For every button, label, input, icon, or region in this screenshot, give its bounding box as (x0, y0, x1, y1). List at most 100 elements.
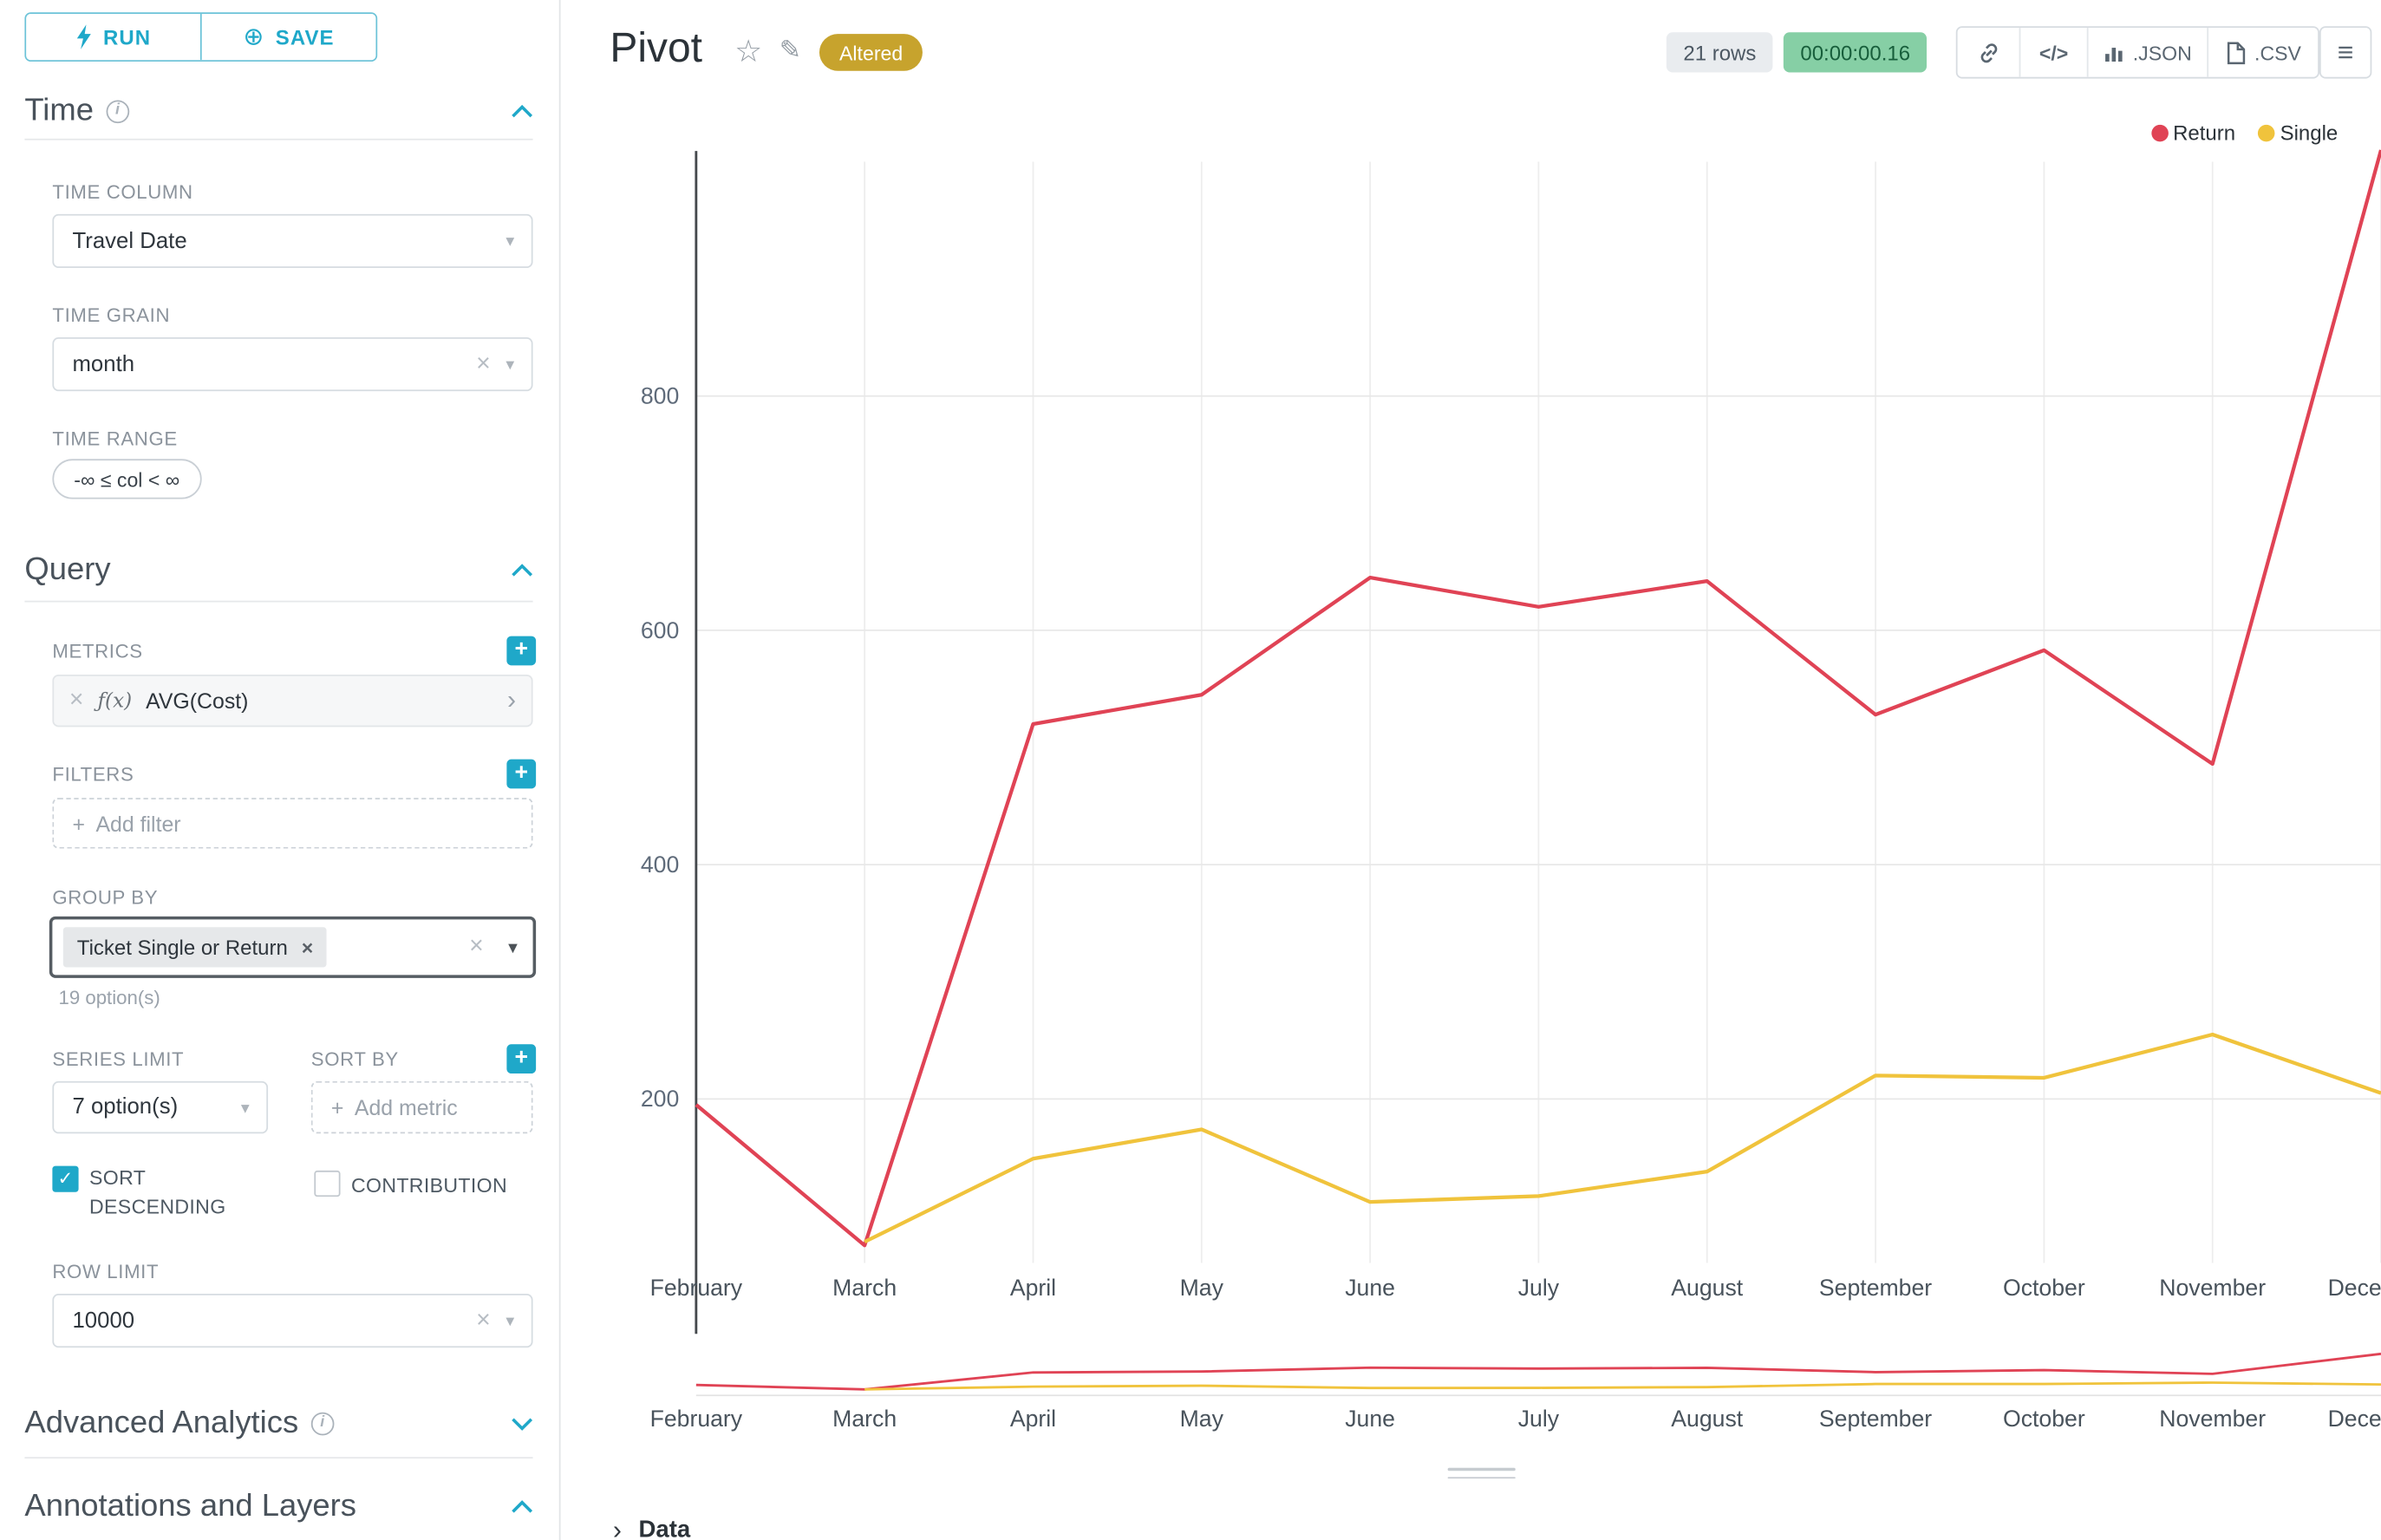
series-limit-value: 7 option(s) (72, 1094, 179, 1120)
chart-title: Pivot (610, 24, 703, 71)
svg-text:December: December (2328, 1275, 2381, 1301)
time-range-label: TIME RANGE (52, 427, 178, 450)
menu-button[interactable]: ≡ (2319, 26, 2372, 79)
link-icon (1980, 42, 1997, 62)
add-metric-plus-button[interactable]: + (506, 636, 537, 666)
run-save-button-group: RUN ⊕ SAVE (24, 12, 378, 62)
svg-text:February: February (650, 1275, 743, 1301)
annotations-section-header[interactable]: Annotations and Layers (24, 1485, 533, 1528)
edit-pencil-icon[interactable]: ✎ (779, 35, 802, 65)
chevron-right-icon: › (612, 1515, 623, 1540)
line-chart-canvas[interactable]: 200 400 600 800 February March April May June Jul… (561, 93, 2381, 1502)
advanced-analytics-section-header[interactable]: Advanced Analytics i (24, 1401, 533, 1445)
add-filter-plus-button[interactable]: + (506, 759, 537, 789)
time-column-select[interactable]: Travel Date ▾ (52, 213, 533, 269)
legend-dot-return (2151, 124, 2169, 142)
group-by-label: GROUP BY (52, 887, 159, 909)
chevron-down-icon: ▾ (240, 1099, 250, 1118)
time-section-header[interactable]: Time i (24, 89, 533, 133)
remove-tag-icon[interactable]: × (301, 936, 314, 959)
series-limit-select[interactable]: 7 option(s) ▾ (52, 1080, 269, 1134)
chevron-up-icon[interactable] (512, 104, 533, 118)
svg-text:September: September (1819, 1275, 1932, 1301)
chevron-right-icon[interactable]: › (506, 685, 517, 715)
time-grain-select[interactable]: month × ▾ (52, 336, 533, 392)
data-panel-toggle[interactable]: › Data (613, 1516, 690, 1540)
legend-label-single: Single (2280, 121, 2339, 145)
svg-text:December: December (2328, 1406, 2381, 1432)
group-by-select[interactable]: Ticket Single or Return × × ▾ (49, 916, 537, 978)
export-csv-button[interactable]: .CSV (2207, 27, 2318, 77)
svg-text:200: 200 (641, 1086, 679, 1112)
code-icon: </> (2039, 41, 2069, 64)
clear-icon[interactable]: × (469, 933, 484, 960)
time-range-pill[interactable]: -∞ ≤ col < ∞ (52, 459, 202, 499)
svg-text:April: April (1010, 1406, 1056, 1432)
series-limit-label: SERIES LIMIT (52, 1048, 185, 1071)
legend-item-single[interactable]: Single (2258, 121, 2339, 145)
time-grain-value: month (72, 351, 135, 377)
run-button-label: RUN (102, 25, 152, 49)
filters-label: FILTERS (52, 763, 134, 786)
save-button-label: SAVE (275, 25, 335, 49)
time-grain-label: TIME GRAIN (52, 304, 171, 327)
info-icon: i (106, 99, 129, 123)
row-limit-label: ROW LIMIT (52, 1261, 160, 1283)
add-filter-dropzone[interactable]: + Add filter (52, 798, 533, 849)
time-section-title: Time (24, 92, 94, 128)
metric-item[interactable]: × ƒ(x) AVG(Cost) › (52, 674, 533, 728)
metrics-label: METRICS (52, 640, 143, 662)
chevron-down-icon[interactable] (512, 1416, 533, 1431)
chevron-down-icon: ▾ (506, 356, 515, 375)
row-count-label: 21 rows (1683, 41, 1757, 64)
svg-text:August: August (1671, 1275, 1743, 1301)
sort-descending-checkbox[interactable]: ✓ (52, 1165, 79, 1192)
svg-text:September: September (1819, 1406, 1932, 1432)
add-sort-metric-dropzone[interactable]: + Add metric (310, 1080, 533, 1134)
export-json-button[interactable]: .JSON (2086, 27, 2208, 77)
query-timer-badge: 00:00:00.16 (1783, 32, 1928, 73)
copy-link-button[interactable] (1958, 28, 2019, 77)
sort-by-label: SORT BY (310, 1048, 399, 1071)
panel-resize-handle[interactable] (1447, 1467, 1516, 1485)
add-sort-metric-plus-button[interactable]: + (506, 1044, 537, 1074)
svg-text:August: August (1671, 1406, 1743, 1432)
contribution-checkbox[interactable] (314, 1170, 341, 1197)
query-section-title: Query (24, 551, 111, 587)
svg-text:June: June (1345, 1275, 1395, 1301)
section-divider (24, 600, 533, 603)
contribution-label: CONTRIBUTION (350, 1173, 507, 1197)
row-count-badge: 21 rows (1666, 32, 1773, 73)
section-divider (24, 1457, 533, 1459)
time-range-value: -∞ ≤ col < ∞ (74, 467, 180, 491)
legend-item-return[interactable]: Return (2151, 121, 2235, 145)
row-limit-select[interactable]: 10000 × ▾ (52, 1294, 533, 1348)
data-panel-label: Data (638, 1517, 691, 1540)
add-metric-placeholder: Add metric (354, 1094, 458, 1120)
svg-text:February: February (650, 1406, 743, 1432)
add-filter-placeholder: Add filter (95, 811, 181, 836)
legend-label-return: Return (2173, 121, 2236, 145)
annotations-title: Annotations and Layers (24, 1487, 357, 1524)
svg-text:April: April (1010, 1275, 1056, 1301)
clear-icon[interactable]: × (476, 350, 491, 377)
svg-text:July: July (1518, 1406, 1560, 1432)
clear-icon[interactable]: × (476, 1307, 491, 1334)
save-button[interactable]: ⊕ SAVE (199, 13, 376, 61)
json-label: .JSON (2132, 41, 2192, 64)
altered-badge[interactable]: Altered (819, 34, 923, 71)
view-query-button[interactable]: </> (2019, 27, 2087, 77)
function-icon: ƒ(x) (97, 688, 133, 713)
run-button[interactable]: RUN (26, 13, 200, 61)
hamburger-icon: ≡ (2337, 36, 2354, 68)
advanced-analytics-title: Advanced Analytics (24, 1404, 299, 1440)
remove-metric-icon[interactable]: × (68, 687, 84, 714)
favorite-star-icon[interactable]: ☆ (734, 35, 763, 69)
group-by-tag[interactable]: Ticket Single or Return × (62, 927, 328, 968)
legend-dot-single (2258, 124, 2276, 142)
chevron-up-icon[interactable] (512, 563, 533, 577)
panel-divider[interactable] (558, 0, 561, 1540)
chevron-up-icon[interactable] (512, 1499, 533, 1513)
query-section-header[interactable]: Query (24, 548, 533, 591)
